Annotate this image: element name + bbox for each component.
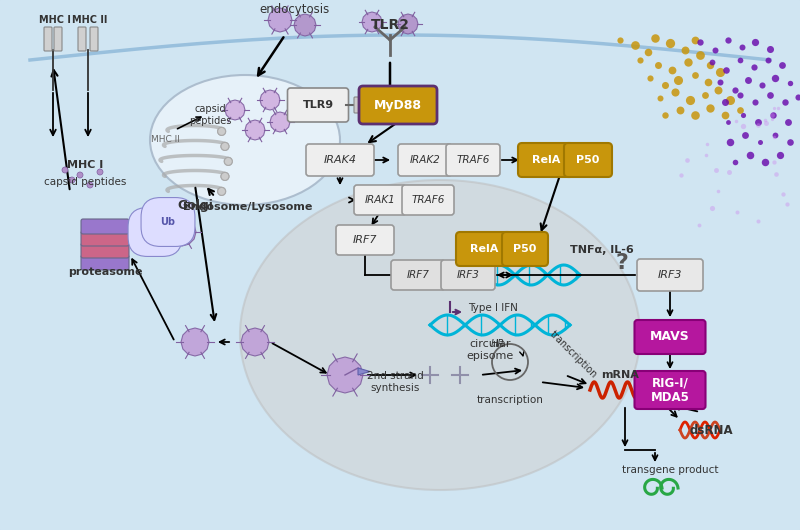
- Text: capsid
peptides: capsid peptides: [189, 104, 231, 126]
- Point: [734, 106, 746, 114]
- Point: [770, 170, 782, 179]
- Point: [700, 151, 713, 160]
- Point: [672, 76, 685, 84]
- Point: [706, 204, 718, 212]
- Point: [678, 46, 691, 54]
- Polygon shape: [168, 218, 196, 246]
- Text: TLR2: TLR2: [370, 18, 410, 32]
- Text: endocytosis: endocytosis: [260, 4, 330, 16]
- Point: [666, 66, 678, 74]
- FancyBboxPatch shape: [336, 225, 394, 255]
- Point: [698, 91, 711, 99]
- Polygon shape: [270, 112, 290, 132]
- Circle shape: [224, 157, 232, 165]
- FancyBboxPatch shape: [634, 371, 706, 409]
- Point: [689, 71, 702, 80]
- Text: TRAF6: TRAF6: [411, 195, 445, 205]
- Point: [766, 110, 778, 119]
- Point: [759, 119, 772, 128]
- Circle shape: [62, 167, 68, 173]
- Text: MHC I: MHC I: [39, 15, 71, 25]
- Point: [658, 81, 671, 89]
- Polygon shape: [225, 100, 245, 120]
- Point: [776, 61, 789, 69]
- Text: IRF7: IRF7: [406, 270, 430, 280]
- FancyBboxPatch shape: [54, 27, 62, 51]
- Point: [769, 74, 782, 82]
- Point: [736, 43, 749, 51]
- FancyBboxPatch shape: [78, 27, 86, 51]
- Text: RelA: RelA: [470, 244, 498, 254]
- Point: [642, 48, 654, 56]
- Point: [723, 138, 736, 146]
- Text: capsid peptides: capsid peptides: [44, 177, 126, 187]
- Ellipse shape: [240, 180, 640, 490]
- FancyBboxPatch shape: [90, 27, 98, 51]
- Point: [712, 86, 725, 94]
- Text: ?: ?: [615, 253, 629, 273]
- Polygon shape: [398, 14, 418, 34]
- FancyBboxPatch shape: [441, 260, 495, 290]
- Point: [629, 41, 642, 49]
- Point: [694, 51, 706, 59]
- Point: [702, 78, 714, 86]
- FancyBboxPatch shape: [287, 88, 349, 122]
- Point: [718, 111, 731, 119]
- FancyBboxPatch shape: [81, 243, 129, 258]
- FancyBboxPatch shape: [359, 86, 437, 124]
- Point: [730, 117, 742, 125]
- Point: [762, 56, 774, 64]
- FancyBboxPatch shape: [81, 231, 129, 246]
- FancyBboxPatch shape: [306, 144, 374, 176]
- Point: [755, 81, 768, 89]
- Text: Ub: Ub: [161, 217, 175, 227]
- Point: [769, 131, 782, 139]
- Circle shape: [87, 182, 93, 188]
- Text: HR: HR: [491, 339, 505, 349]
- Point: [763, 91, 776, 99]
- Point: [729, 158, 742, 166]
- Point: [658, 111, 671, 119]
- Text: IRAK2: IRAK2: [410, 155, 440, 165]
- Text: MHC I: MHC I: [67, 160, 103, 170]
- Circle shape: [218, 188, 226, 196]
- Point: [763, 45, 776, 53]
- Text: IRF3: IRF3: [457, 270, 479, 280]
- Circle shape: [218, 188, 226, 196]
- Point: [737, 111, 750, 119]
- Point: [654, 94, 666, 102]
- Point: [781, 200, 794, 209]
- Point: [643, 74, 656, 82]
- Circle shape: [221, 172, 229, 180]
- Point: [751, 217, 764, 225]
- Point: [778, 98, 791, 106]
- Point: [758, 158, 771, 166]
- Point: [768, 132, 781, 141]
- Text: mRNA: mRNA: [601, 370, 639, 380]
- Polygon shape: [241, 328, 269, 356]
- Point: [706, 58, 718, 66]
- FancyBboxPatch shape: [402, 185, 454, 215]
- Point: [792, 93, 800, 101]
- Polygon shape: [268, 8, 292, 32]
- Point: [694, 38, 706, 46]
- FancyBboxPatch shape: [81, 255, 129, 270]
- FancyBboxPatch shape: [44, 27, 52, 51]
- Point: [649, 34, 662, 42]
- Point: [710, 165, 723, 174]
- FancyBboxPatch shape: [354, 97, 366, 113]
- Polygon shape: [260, 90, 280, 110]
- Circle shape: [218, 127, 226, 135]
- Point: [709, 46, 722, 54]
- Point: [742, 76, 754, 84]
- Point: [693, 221, 706, 229]
- Point: [651, 61, 664, 69]
- Point: [744, 151, 757, 159]
- FancyBboxPatch shape: [637, 259, 703, 291]
- Point: [737, 122, 750, 130]
- Point: [714, 78, 726, 86]
- Point: [768, 104, 781, 112]
- Point: [747, 63, 760, 71]
- Polygon shape: [181, 328, 209, 356]
